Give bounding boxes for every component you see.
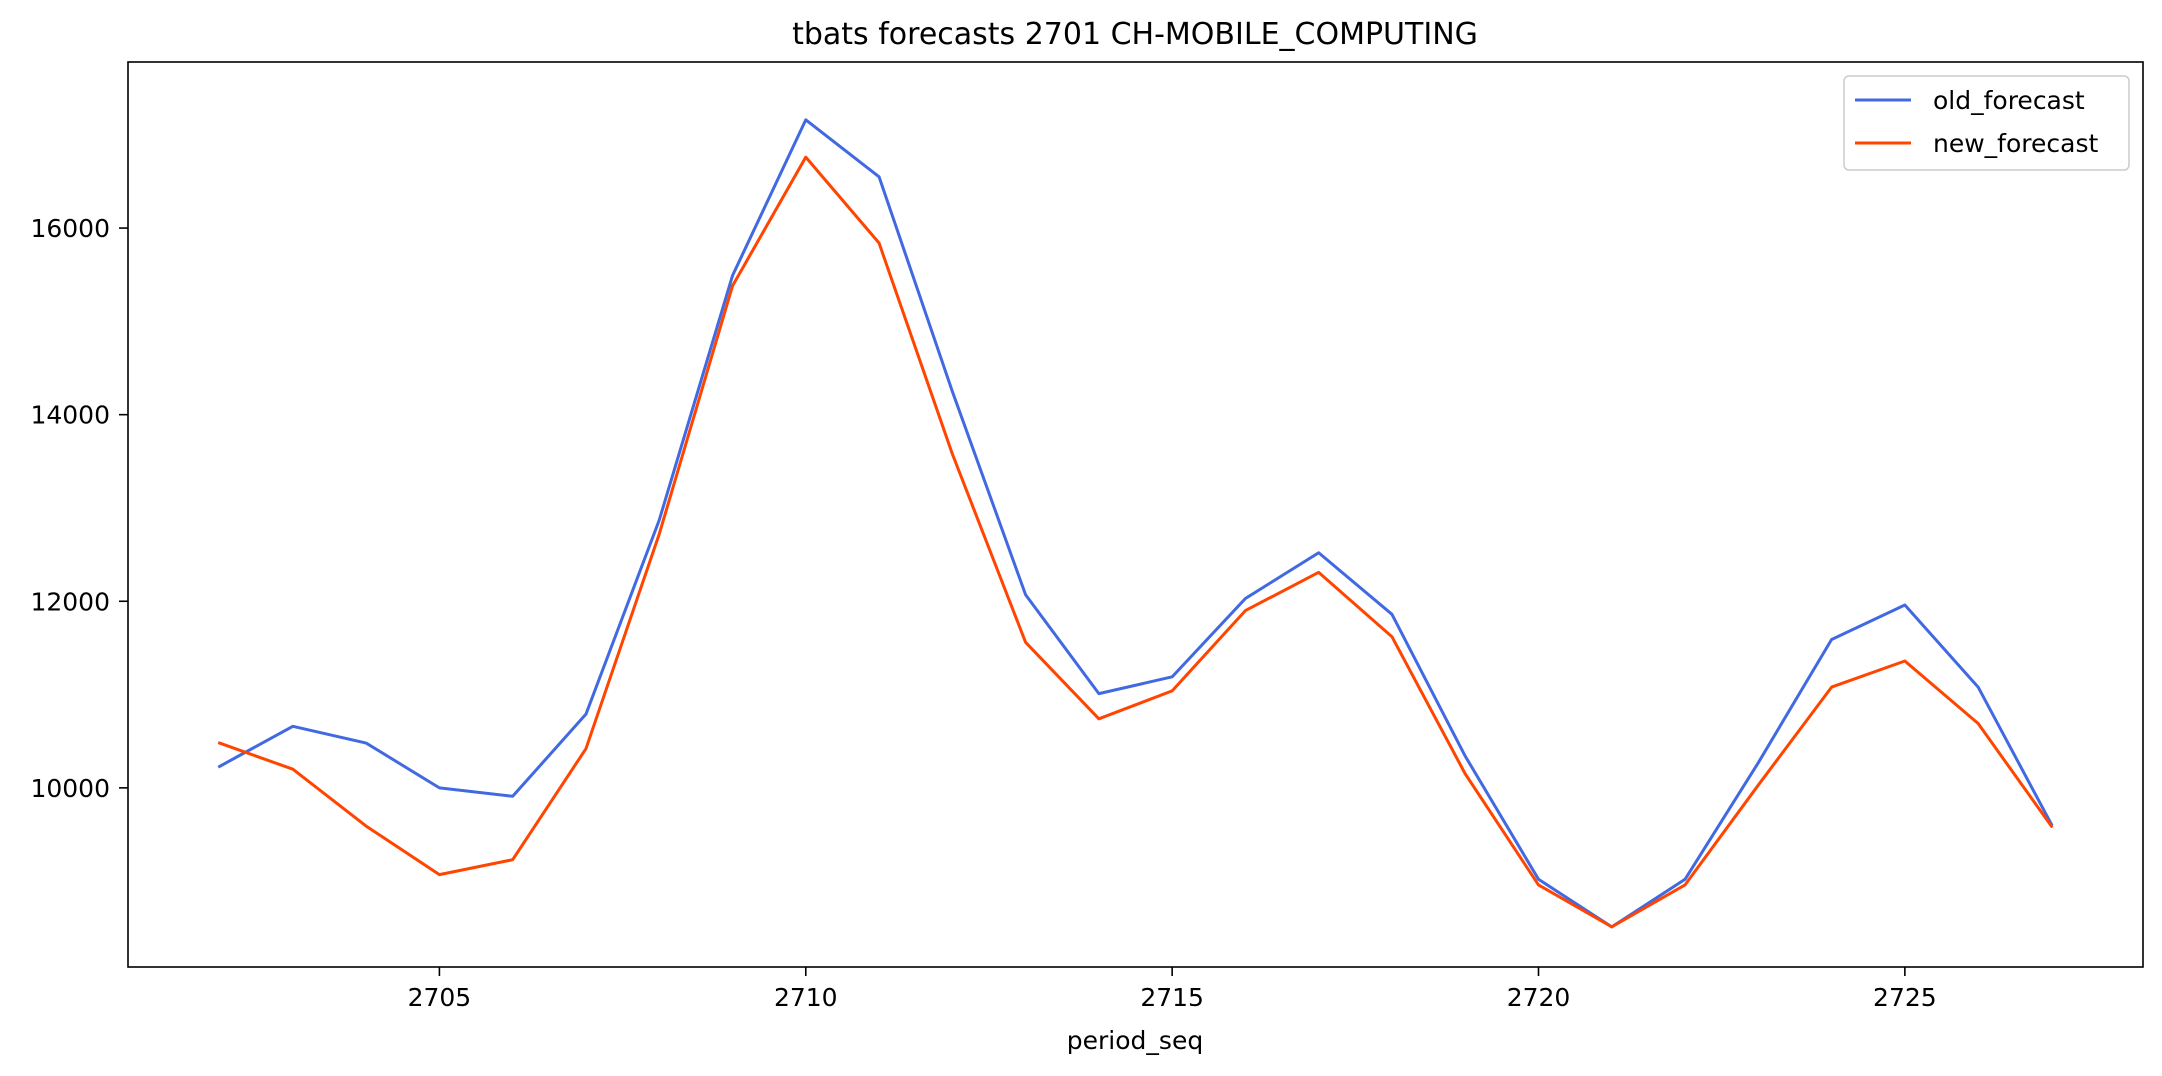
- y-tick-label: 12000: [30, 587, 110, 616]
- series-line-new-forecast: [217, 155, 2054, 929]
- x-axis-label: period_seq: [1067, 1026, 1203, 1055]
- series-line-old-forecast: [217, 118, 2054, 929]
- legend-label-old-forecast: old_forecast: [1933, 86, 2085, 115]
- y-tick-label: 16000: [30, 214, 110, 243]
- x-tick-label: 2720: [1507, 983, 1571, 1012]
- ticks: 2705 2710 2715 2720 2725 10000 12000 14000 16000: [30, 214, 1936, 1012]
- x-tick-label: 2715: [1140, 983, 1204, 1012]
- y-tick-label: 10000: [30, 774, 110, 803]
- series-lines: [217, 118, 2054, 929]
- legend-box: [1843, 75, 2130, 171]
- legend-label-new-forecast: new_forecast: [1933, 129, 2098, 158]
- y-tick-label: 14000: [30, 401, 110, 430]
- x-tick-label: 2710: [774, 983, 838, 1012]
- legend: old_forecast new_forecast: [1843, 75, 2130, 171]
- x-tick-label: 2725: [1873, 983, 1937, 1012]
- plot-frame: [127, 61, 2144, 968]
- chart-title: tbats forecasts 2701 CH-MOBILE_COMPUTING: [792, 17, 1478, 52]
- x-tick-label: 2705: [408, 983, 472, 1012]
- axes: [127, 61, 2144, 968]
